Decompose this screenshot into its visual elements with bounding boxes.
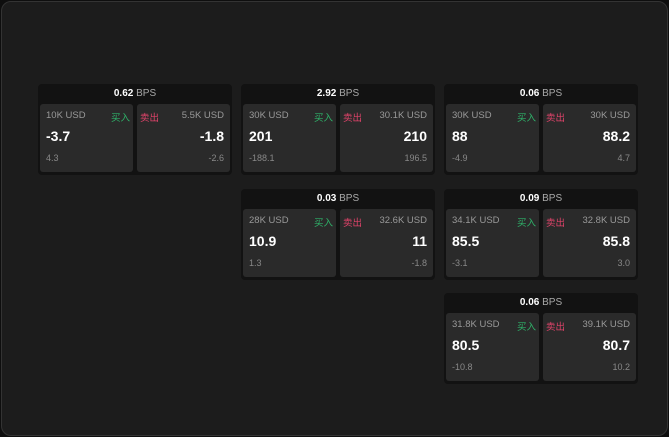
spread-value: 0.06 — [519, 88, 540, 99]
price-widget: 0.06 BPS 31.8K USD 买入 80.5 -10.8 卖出 39.1… — [444, 293, 638, 384]
spread-unit: BPS — [542, 88, 563, 99]
buy-label: 买入 — [110, 113, 130, 124]
price-widget: 0.03 BPS 28K USD 买入 10.9 1.3 卖出 32.6K US… — [241, 189, 435, 280]
sell-change: -1.8 — [411, 258, 427, 268]
spread-unit: BPS — [542, 193, 563, 204]
sell-label: 卖出 — [546, 322, 566, 333]
sell-cell[interactable]: 卖出 5.5K USD -1.8 -2.6 — [137, 104, 230, 172]
sell-quantity: 5.5K USD — [181, 110, 224, 121]
sell-quantity: 30K USD — [590, 110, 630, 121]
buy-label: 买入 — [516, 322, 536, 333]
sell-price: 80.7 — [602, 337, 630, 353]
buy-quantity: 30K USD — [452, 110, 492, 121]
sell-label: 卖出 — [546, 218, 566, 229]
spread-value: 0.03 — [316, 193, 337, 204]
sell-change: -2.6 — [208, 153, 224, 163]
buy-cell[interactable]: 10K USD 买入 -3.7 4.3 — [40, 104, 133, 172]
spread-header: 0.06 BPS — [444, 293, 638, 313]
sell-price: 88.2 — [602, 128, 630, 144]
price-widget: 0.09 BPS 34.1K USD 买入 85.5 -3.1 卖出 32.8K… — [444, 189, 638, 280]
buy-label: 买入 — [313, 218, 333, 229]
spread-unit: BPS — [339, 88, 360, 99]
spread-header: 0.06 BPS — [444, 84, 638, 104]
buy-price: 80.5 — [452, 337, 480, 353]
buy-price: 10.9 — [249, 233, 277, 249]
buy-price: -3.7 — [46, 128, 71, 144]
spread-value: 0.09 — [519, 193, 540, 204]
sell-change: 10.2 — [612, 362, 630, 372]
buy-cell[interactable]: 34.1K USD 买入 85.5 -3.1 — [446, 209, 539, 277]
buy-quantity: 34.1K USD — [452, 215, 500, 226]
sell-price: -1.8 — [199, 128, 224, 144]
price-widget: 2.92 BPS 30K USD 买入 201 -188.1 卖出 30.1K … — [241, 84, 435, 175]
buy-price: 88 — [452, 128, 468, 144]
sell-quantity: 39.1K USD — [582, 319, 630, 330]
sell-quantity: 32.8K USD — [582, 215, 630, 226]
buy-label: 买入 — [313, 113, 333, 124]
spread-value: 0.62 — [113, 88, 134, 99]
buy-cell[interactable]: 30K USD 买入 201 -188.1 — [243, 104, 336, 172]
buy-price: 85.5 — [452, 233, 480, 249]
spread-value: 0.06 — [519, 297, 540, 308]
spread-header: 0.03 BPS — [241, 189, 435, 209]
sell-price: 85.8 — [602, 233, 630, 249]
buy-change: -4.9 — [452, 153, 468, 163]
buy-cell[interactable]: 28K USD 买入 10.9 1.3 — [243, 209, 336, 277]
spread-header: 0.09 BPS — [444, 189, 638, 209]
buy-quantity: 10K USD — [46, 110, 86, 121]
sell-label: 卖出 — [343, 218, 363, 229]
buy-quantity: 30K USD — [249, 110, 289, 121]
buy-label: 买入 — [516, 113, 536, 124]
buy-change: -3.1 — [452, 258, 468, 268]
buy-quantity: 28K USD — [249, 215, 289, 226]
sell-change: 3.0 — [617, 258, 630, 268]
spread-unit: BPS — [339, 193, 360, 204]
sell-change: 196.5 — [404, 153, 427, 163]
sell-cell[interactable]: 卖出 39.1K USD 80.7 10.2 — [543, 313, 636, 381]
buy-price: 201 — [249, 128, 273, 144]
buy-change: 1.3 — [249, 258, 262, 268]
buy-label: 买入 — [516, 218, 536, 229]
sell-label: 卖出 — [140, 113, 160, 124]
sell-cell[interactable]: 卖出 30K USD 88.2 4.7 — [543, 104, 636, 172]
sell-label: 卖出 — [343, 113, 363, 124]
sell-cell[interactable]: 卖出 32.6K USD 11 -1.8 — [340, 209, 433, 277]
spread-value: 2.92 — [316, 88, 337, 99]
sell-cell[interactable]: 卖出 32.8K USD 85.8 3.0 — [543, 209, 636, 277]
sell-label: 卖出 — [546, 113, 566, 124]
sell-change: 4.7 — [617, 153, 630, 163]
spread-unit: BPS — [542, 297, 563, 308]
spread-unit: BPS — [136, 88, 157, 99]
buy-change: -188.1 — [249, 153, 275, 163]
spread-header: 0.62 BPS — [38, 84, 232, 104]
sell-quantity: 32.6K USD — [379, 215, 427, 226]
sell-quantity: 30.1K USD — [379, 110, 427, 121]
spread-header: 2.92 BPS — [241, 84, 435, 104]
buy-cell[interactable]: 31.8K USD 买入 80.5 -10.8 — [446, 313, 539, 381]
price-widget: 0.06 BPS 30K USD 买入 88 -4.9 卖出 30K USD 8… — [444, 84, 638, 175]
buy-change: -10.8 — [452, 362, 473, 372]
buy-change: 4.3 — [46, 153, 59, 163]
sell-price: 210 — [403, 128, 427, 144]
sell-cell[interactable]: 卖出 30.1K USD 210 196.5 — [340, 104, 433, 172]
sell-price: 11 — [412, 233, 427, 249]
buy-cell[interactable]: 30K USD 买入 88 -4.9 — [446, 104, 539, 172]
buy-quantity: 31.8K USD — [452, 319, 500, 330]
price-widget: 0.62 BPS 10K USD 买入 -3.7 4.3 卖出 5.5K USD… — [38, 84, 232, 175]
